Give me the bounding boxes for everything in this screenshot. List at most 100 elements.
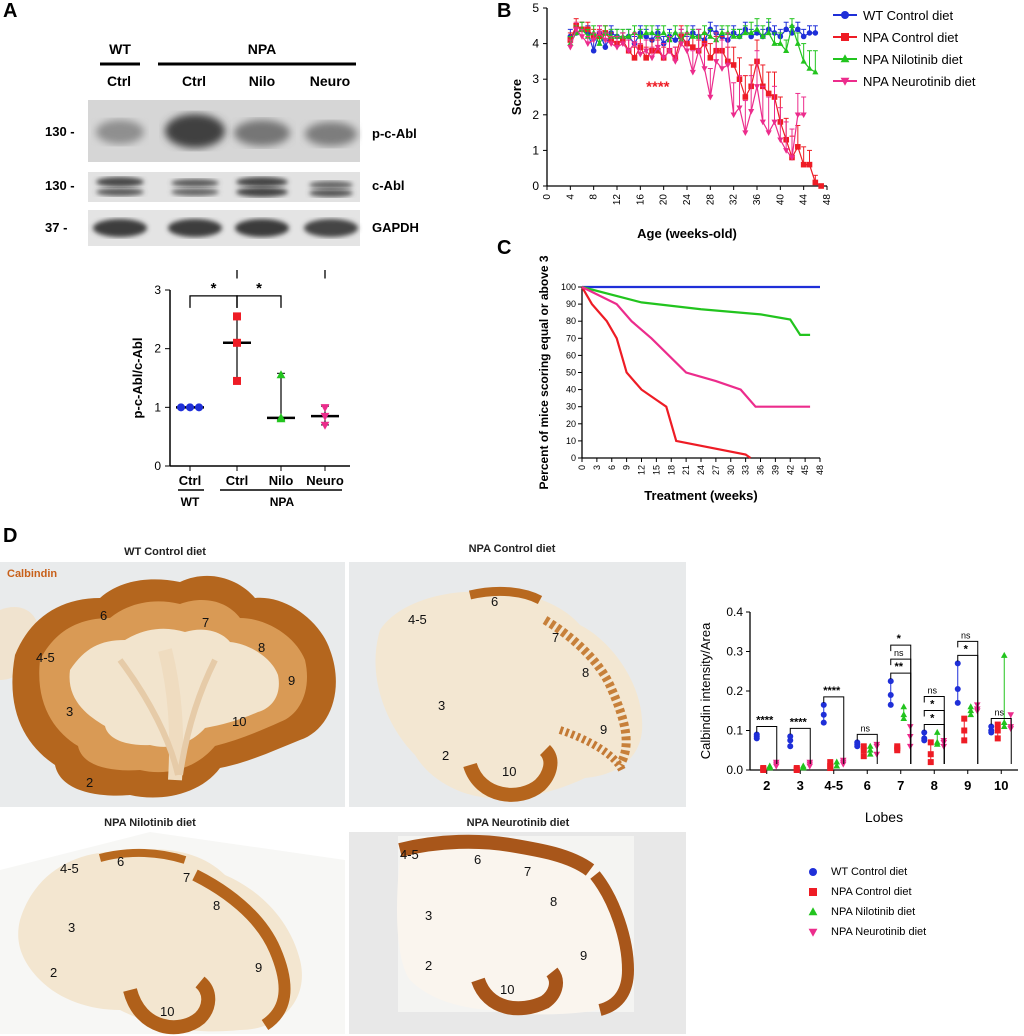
data-point <box>800 161 807 168</box>
x-tick-label: 6 <box>607 465 617 470</box>
blot-strip-gapdh <box>88 210 360 246</box>
data-point <box>772 763 780 770</box>
data-point <box>927 759 934 766</box>
data-point <box>567 44 574 51</box>
data-point <box>701 66 708 72</box>
data-point <box>748 29 755 36</box>
data-point <box>860 743 867 750</box>
data-point <box>820 711 827 718</box>
circle-marker <box>841 11 849 19</box>
legend-item: WT Control diet <box>832 4 1022 26</box>
triangle-up-marker <box>840 54 850 63</box>
data-point <box>833 758 841 765</box>
section-title-neuro: NPA Neurotinib diet <box>467 817 570 829</box>
data-point <box>578 26 586 32</box>
data-point <box>954 686 961 693</box>
triangle-down-marker <box>808 928 818 937</box>
data-point <box>683 48 691 55</box>
data-point <box>753 84 761 90</box>
data-point <box>800 33 807 40</box>
y-tick-label: 1 <box>532 143 539 157</box>
legend-item: NPA Neurotinib diet <box>832 70 1022 92</box>
x-tick-label: 18 <box>666 465 676 475</box>
data-point <box>584 33 591 39</box>
significance-bracket <box>823 696 845 764</box>
y-axis-label: Percent of mice scoring equal or above 3 <box>537 255 551 489</box>
data-point <box>967 711 975 718</box>
significance-bracket <box>236 295 282 308</box>
significance-annotation: **** <box>646 79 670 96</box>
panel-label-d: D <box>3 525 18 547</box>
triangle-down-marker <box>840 77 850 86</box>
significance-label: * <box>964 643 969 655</box>
npa-lobe-3: 3 <box>438 698 445 713</box>
neuro-lobe-9: 9 <box>580 948 587 963</box>
data-point <box>783 47 790 53</box>
y-tick-label: 5 <box>532 1 539 15</box>
data-point <box>806 30 813 36</box>
data-point <box>771 119 778 126</box>
data-point <box>654 44 661 51</box>
x-tick-label: 33 <box>741 465 751 475</box>
legend-label: WT Control diet <box>831 866 908 878</box>
data-point <box>854 743 861 750</box>
y-tick-label: 0.2 <box>726 684 743 698</box>
square-marker <box>809 888 817 896</box>
data-point <box>933 740 941 747</box>
band-label-cabl: c-Abl <box>372 178 405 193</box>
x-tick-label: 3 <box>797 778 804 793</box>
legend-label: NPA Neurotinib diet <box>831 926 927 938</box>
data-point <box>866 750 874 757</box>
data-point <box>631 41 638 47</box>
significance-bracket <box>890 658 912 764</box>
legend-item: NPA Nilotinib diet <box>800 902 1000 922</box>
data-point <box>900 711 908 718</box>
neuro-lobe-8: 8 <box>550 894 557 909</box>
x-tick-label: 4 <box>565 194 576 200</box>
npa-lobe-7: 7 <box>552 630 559 645</box>
significance-label: * <box>930 712 935 724</box>
significance-label: * <box>897 633 902 645</box>
series-line-2 <box>581 285 811 336</box>
x-tick-label: 6 <box>864 778 871 793</box>
data-point <box>613 33 621 39</box>
significance-label: **** <box>823 685 841 697</box>
data-point <box>921 729 928 736</box>
x-tick-label: 32 <box>729 194 740 206</box>
mw-marker-1: 130 - <box>45 124 75 139</box>
data-point <box>320 404 330 413</box>
data-point <box>759 119 766 126</box>
nilo-lobe-9: 9 <box>255 960 262 975</box>
x-tick-label: Nilo <box>269 473 294 488</box>
legend-swatch <box>833 54 857 63</box>
data-point <box>799 764 807 771</box>
x-tick-label: 8 <box>589 194 600 200</box>
y-tick-label: 3 <box>154 283 161 297</box>
x-tick-label: 9 <box>964 778 971 793</box>
data-point <box>730 62 737 68</box>
significance-label: ** <box>894 661 903 673</box>
nilo-lobe-45: 4-5 <box>60 861 79 876</box>
legend-label: NPA Nilotinib diet <box>831 906 916 918</box>
mw-marker-2: 130 - <box>45 178 75 193</box>
data-point <box>590 47 597 54</box>
section-npa-nilotinib: 4-5 6 7 8 9 3 2 10 <box>0 832 345 1035</box>
x-tick-label: 9 <box>622 465 632 470</box>
data-point <box>954 660 961 667</box>
data-point <box>748 109 755 115</box>
y-tick-label: 100 <box>561 282 576 292</box>
y-tick-label: 0.0 <box>726 763 743 777</box>
significance-label: ns <box>894 648 904 658</box>
x-tick-label: 40 <box>775 194 786 206</box>
y-axis-label: Calbindin intensity/Area <box>698 622 713 759</box>
x-tick-label: 48 <box>815 465 825 475</box>
y-axis-label: p-c-Abl/c-Abl <box>130 338 145 419</box>
data-point <box>800 58 807 64</box>
data-point <box>787 743 794 750</box>
legend-label: NPA Control diet <box>863 29 959 45</box>
x-tick-label: Ctrl <box>226 473 248 488</box>
data-point <box>795 26 801 33</box>
y-tick-label: 3 <box>532 72 539 86</box>
x-tick-label: 7 <box>897 778 904 793</box>
